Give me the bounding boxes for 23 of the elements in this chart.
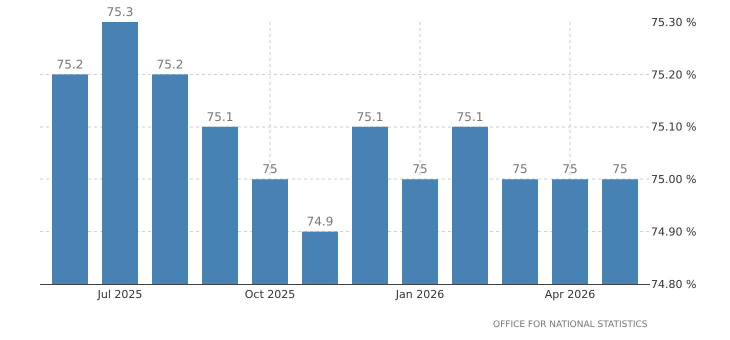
data-label: 75 — [562, 162, 578, 176]
x-tick-label: Oct 2025 — [244, 288, 296, 302]
data-label: 75.2 — [56, 57, 84, 72]
data-label: 75 — [412, 162, 428, 176]
data-label: 75.1 — [456, 110, 484, 124]
y-tick-label: 75.30 % — [651, 16, 696, 29]
data-label: 75 — [512, 162, 528, 176]
y-tick-label: 74.90 % — [651, 225, 696, 238]
y-tick-label: 74.80 % — [651, 278, 696, 291]
data-label: 75 — [262, 162, 278, 176]
data-label: 75.1 — [356, 110, 384, 124]
x-tick-label: Apr 2026 — [544, 288, 596, 302]
y-tick-label: 75.20 % — [651, 68, 696, 82]
data-label: 75.2 — [156, 57, 184, 72]
y-tick-label: 75.10 % — [651, 120, 696, 134]
text: OFFICE FOR NATIONAL STATISTICS — [493, 320, 648, 330]
x-tick-label: Jul 2025 — [96, 288, 142, 302]
data-label: 75 — [612, 162, 628, 176]
data-label: 75.1 — [206, 110, 234, 124]
x-tick-label: Jan 2026 — [394, 288, 444, 302]
data-label: 75.3 — [106, 5, 134, 19]
data-label: 74.9 — [306, 214, 334, 229]
y-tick-label: 75.00 % — [651, 173, 696, 186]
